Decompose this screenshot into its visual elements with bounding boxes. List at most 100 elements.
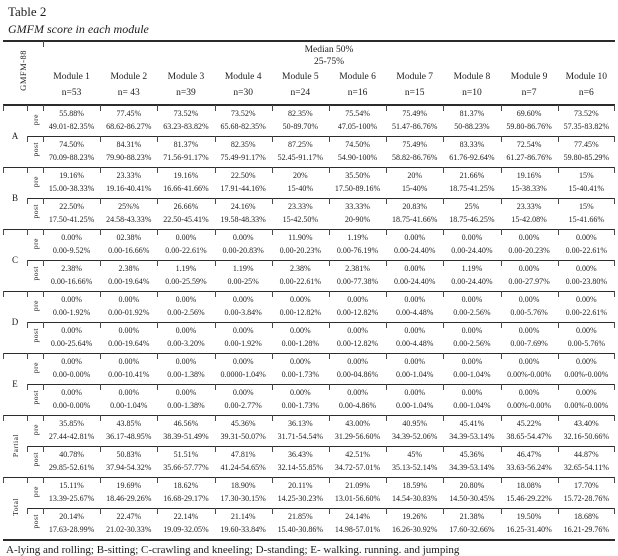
- cell-range: 35.66-57.77%: [163, 462, 209, 472]
- table-cell: 46.56% 38.39-51.49%: [157, 414, 215, 447]
- table-cell: 0.00% 0.00-1.92%: [43, 290, 101, 323]
- cell-median: 18.62%: [173, 481, 199, 491]
- cell-median: 17.70%: [574, 481, 599, 491]
- cell-median: 18.90%: [230, 481, 256, 491]
- cell-range: 0.00-4.86%: [338, 400, 377, 410]
- table-cell: 19.16% 15.00-38.33%: [43, 166, 101, 199]
- cell-range: 38.39-51.49%: [163, 431, 209, 441]
- table-cell: 24.14% 14.98-57.01%: [328, 507, 387, 541]
- cell-median: 0.00%: [518, 295, 540, 305]
- table-cell: 69.60% 59.80-86.76%: [500, 103, 558, 137]
- cell-range: 18.46-29.26%: [106, 493, 152, 503]
- cell-median: 19.16%: [516, 171, 542, 181]
- cell-range: 19.16-40.41%: [106, 183, 152, 193]
- cell-range: 18.75-41.25%: [449, 183, 495, 193]
- cell-median: 0.00%: [404, 295, 426, 305]
- cell-median: 24.14%: [345, 512, 370, 522]
- module-header: Module 2: [110, 71, 148, 82]
- cell-median: 0.00%: [461, 326, 483, 336]
- cell-range: 0.00-22.61%: [565, 245, 607, 255]
- table-cell: 35.50% 17.50-89.16%: [328, 166, 387, 199]
- cell-range: 15.72-28.76%: [563, 493, 609, 503]
- cell-range: 17.30-30.15%: [220, 493, 266, 503]
- table-cell: 0.00% 0.00-12.82%: [328, 321, 387, 354]
- subrow-label: pre: [27, 476, 43, 509]
- table-cell: 40.78% 29.85-52.61%: [43, 445, 101, 478]
- cell-median: 15.11%: [59, 481, 84, 491]
- table-cell: 19.26% 16.26-30.92%: [386, 507, 444, 541]
- cell-range: 17.91-44.16%: [220, 183, 266, 193]
- cell-range: 0.00-1.92%: [224, 338, 262, 348]
- cell-median: 77.45%: [116, 109, 142, 119]
- cell-median: 2.38%: [61, 264, 82, 274]
- cell-median: 0.00%: [404, 357, 426, 367]
- table-row: Partial pre 35.85% 27.44-42.81% 43.85% 36.17-…: [3, 414, 616, 478]
- subrow-label-text: pre: [30, 299, 40, 311]
- table-cell: 1.19% 0.00-76.19%: [328, 228, 387, 261]
- cell-range: 58.82-86.76%: [392, 152, 438, 162]
- table-cell: 36.13% 31.71-54.54%: [271, 414, 329, 447]
- cell-range: 0.00-25.59%: [165, 276, 207, 286]
- table-row: post 2.38% 0.00-16.66% 2.38% 0.00-19.64% 1.19…: [3, 259, 616, 292]
- table-cell: 82.35% 50-89.70%: [271, 103, 329, 137]
- subrow-label: pre: [27, 414, 43, 447]
- cell-median: 0.00%: [347, 357, 368, 367]
- table-cell: 0.00% 0.00-2.77%: [214, 383, 272, 416]
- median-label: Median 50%: [304, 45, 354, 55]
- cell-median: 15%: [579, 202, 594, 212]
- cell-range: 16.21-29.76%: [563, 524, 609, 534]
- cell-range: 0.0000-1.04%: [220, 369, 266, 379]
- cell-range: 0.00-1.04%: [396, 369, 434, 379]
- cell-median: 20.80%: [459, 481, 485, 491]
- cell-range: 35.13-52.14%: [392, 462, 438, 472]
- table-cell: 81.37% 50-88.23%: [443, 103, 501, 137]
- table-cell: 15.11% 13.39-25.67%: [43, 476, 101, 509]
- cell-range: 0.00-1.73%: [281, 400, 319, 410]
- cell-median: 0.00%: [118, 357, 140, 367]
- cell-range: 0.00-20.23%: [279, 245, 321, 255]
- subrow-label: pre: [27, 352, 43, 385]
- cell-range: 0.00-24.40%: [451, 276, 493, 286]
- table-cell: 72.54% 61.27-86.76%: [500, 135, 558, 168]
- table-cell: 73.52% 65.68-82.35%: [214, 103, 272, 137]
- cell-median: 11.90%: [288, 233, 313, 243]
- module-header: Module 8: [453, 71, 491, 82]
- cell-median: 23.33%: [116, 171, 142, 181]
- subrow-label: pre: [27, 166, 43, 199]
- table-cell: 1.19% 0.00-24.40%: [443, 259, 501, 292]
- cell-median: 25%%: [118, 202, 140, 212]
- cell-median: 19.50%: [516, 512, 542, 522]
- cell-range: 0.00-1.38%: [167, 400, 205, 410]
- cell-range: 16.26-30.92%: [392, 524, 438, 534]
- cell-median: 22.50%: [230, 171, 256, 181]
- table-cell: 0.00% 0.00-25.64%: [43, 321, 101, 354]
- cell-range: 0.00-24.40%: [394, 276, 436, 286]
- table-cell: 75.49% 58.82-86.76%: [386, 135, 444, 168]
- cell-range: 15-41.66%: [568, 214, 604, 224]
- table-cell: 0.00% 0.00-3.20%: [157, 321, 215, 354]
- cell-range: 0.00-1.38%: [167, 369, 205, 379]
- subrow-label: pre: [27, 228, 43, 261]
- subrow-label-text: pre: [30, 485, 40, 497]
- cell-range: 0.00-2.77%: [224, 400, 262, 410]
- cell-median: 0.00%: [232, 295, 254, 305]
- cell-median: 43.40%: [574, 419, 599, 429]
- cell-range: 17.60-32.66%: [449, 524, 495, 534]
- cell-median: 73.52%: [574, 109, 599, 119]
- table-cell: 21.09% 13.01-56.60%: [328, 476, 387, 509]
- module-header: Module 10: [565, 71, 608, 82]
- subrow-label-text: post: [30, 451, 40, 467]
- cell-range: 17.50-89.16%: [334, 183, 381, 193]
- cell-range: 71.56-91.17%: [163, 152, 209, 162]
- cell-range: 15.00-38.33%: [48, 183, 95, 193]
- cell-range: 13.39-25.67%: [48, 493, 95, 503]
- cell-median: 1.19%: [175, 264, 197, 274]
- table-cell: 0.00% 0.00-19.64%: [100, 321, 158, 354]
- cell-range: 19.60-33.84%: [220, 524, 266, 534]
- cell-median: 40.95%: [402, 419, 428, 429]
- cell-range: 79.90-88.23%: [106, 152, 152, 162]
- cell-range: 0.00-9.52%: [52, 245, 91, 255]
- cell-median: 0.00%: [518, 388, 540, 398]
